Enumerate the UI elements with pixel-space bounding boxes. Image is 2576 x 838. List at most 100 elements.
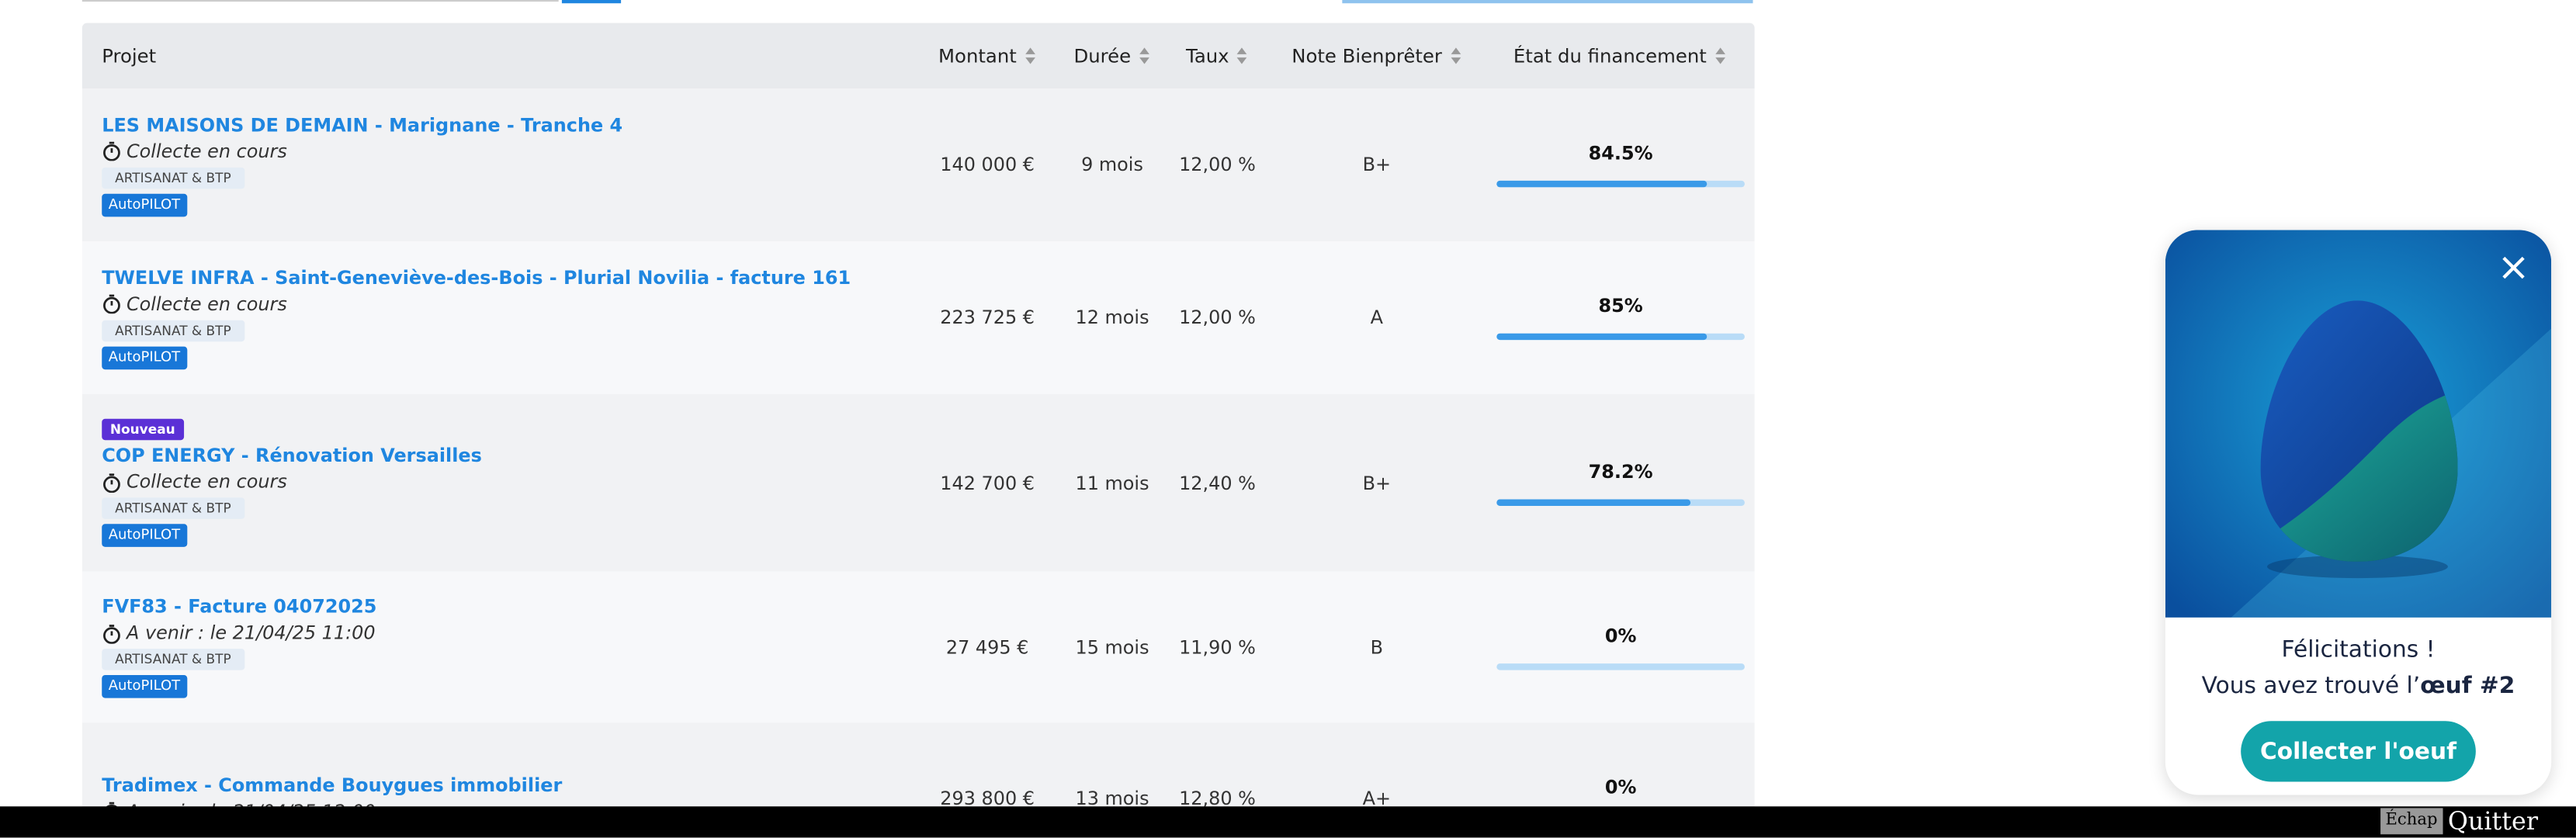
table-header: Projet Montant Durée Taux Note Bienprêter Éta… xyxy=(81,23,1755,89)
rate-cell: 12,00 % xyxy=(1179,306,1256,329)
column-label: Note Bienprêter xyxy=(1291,44,1442,68)
project-title[interactable]: COP ENERGY - Rénovation Versailles xyxy=(102,445,482,467)
project-status: Collecte en cours xyxy=(102,140,622,162)
rate-cell: 12,40 % xyxy=(1179,472,1256,494)
funding-label: 0% xyxy=(1604,776,1637,798)
project-cell: LES MAISONS DE DEMAIN - Marignane - Tran… xyxy=(102,88,622,241)
sort-icon xyxy=(1139,47,1149,64)
autopilot-badge: AutoPILOT xyxy=(102,674,187,698)
funding-label: 85% xyxy=(1598,296,1643,317)
funding-label: 78.2% xyxy=(1588,460,1653,483)
column-header[interactable]: Montant xyxy=(938,23,1036,89)
status-text: A venir : le 21/04/25 11:00 xyxy=(126,622,376,644)
clock-icon xyxy=(103,473,120,492)
escape-key[interactable]: Échap xyxy=(2380,808,2443,835)
filter-buttons-edge xyxy=(1342,0,1753,4)
progress-bar xyxy=(1496,180,1707,188)
autopilot-badge: AutoPILOT xyxy=(102,192,187,216)
autopilot-badge: AutoPILOT xyxy=(102,345,187,369)
funding-cell: 85% xyxy=(1496,241,1745,394)
footer-bar: Échap Quitter xyxy=(0,806,2576,838)
progress-track xyxy=(1496,498,1745,505)
column-header[interactable]: Taux xyxy=(1186,23,1249,89)
sector-tag: ARTISANAT & BTP xyxy=(102,319,244,341)
close-button[interactable] xyxy=(2502,256,2525,279)
rate-cell: 11,90 % xyxy=(1179,636,1256,658)
amount-cell: 27 495 € xyxy=(945,636,1029,658)
progress-bar xyxy=(1496,333,1708,341)
project-title[interactable]: Tradimex - Commande Bouygues immobilier xyxy=(102,774,563,796)
duration-cell: 11 mois xyxy=(1075,472,1149,494)
amount-cell: 140 000 € xyxy=(940,154,1035,176)
project-title[interactable]: FVF83 - Facture 04072025 xyxy=(102,596,377,618)
collect-button[interactable]: Collecter l'oeuf xyxy=(2241,721,2476,782)
project-status: Collecte en cours xyxy=(102,471,482,493)
sector-tag: ARTISANAT & BTP xyxy=(102,649,244,670)
sector-tag: ARTISANAT & BTP xyxy=(102,166,244,189)
egg-number: œuf #2 xyxy=(2420,673,2515,700)
grade-cell: B+ xyxy=(1362,154,1392,176)
message-text: Vous avez trouvé l’ xyxy=(2201,673,2421,700)
column-header: Projet xyxy=(102,23,156,89)
sort-icon xyxy=(1237,47,1247,64)
progress-track xyxy=(1496,663,1745,670)
grade-cell: A+ xyxy=(1362,787,1392,809)
project-cell: FVF83 - Facture 04072025 A venir : le 21/… xyxy=(102,572,376,723)
column-label: Taux xyxy=(1185,44,1229,68)
sector-tag: ARTISANAT & BTP xyxy=(102,497,244,519)
grade-cell: A xyxy=(1370,306,1383,329)
grade-cell: B+ xyxy=(1362,472,1392,494)
column-label: Durée xyxy=(1073,44,1132,68)
funding-cell: 84.5% xyxy=(1496,88,1745,241)
duration-cell: 13 mois xyxy=(1075,787,1149,809)
sort-icon xyxy=(1450,47,1461,64)
egg-illustration xyxy=(2165,230,2552,618)
sort-icon xyxy=(1714,47,1725,64)
column-label: État du financement xyxy=(1513,44,1707,68)
grade-cell: B xyxy=(1370,636,1384,658)
amount-cell: 223 725 € xyxy=(940,306,1035,329)
table-row: FVF83 - Facture 04072025 A venir : le 21/… xyxy=(81,571,1755,723)
rate-cell: 12,00 % xyxy=(1179,154,1256,176)
search-button-edge xyxy=(561,0,622,4)
table-row: TWELVE INFRA - Saint-Geneviève-des-Bois … xyxy=(81,241,1755,395)
progress-track xyxy=(1496,333,1745,341)
project-status: A venir : le 21/04/25 11:00 xyxy=(102,622,376,644)
column-label: Montant xyxy=(938,44,1017,68)
search-input-edge xyxy=(81,0,559,2)
progress-track xyxy=(1496,180,1745,188)
funding-cell: 78.2% xyxy=(1496,394,1745,572)
clock-icon xyxy=(103,624,120,643)
clock-icon xyxy=(103,141,120,161)
project-cell: Nouveau COP ENERGY - Rénovation Versaille… xyxy=(102,394,482,572)
amount-cell: 142 700 € xyxy=(940,472,1035,494)
project-title[interactable]: LES MAISONS DE DEMAIN - Marignane - Tran… xyxy=(102,114,623,136)
duration-cell: 12 mois xyxy=(1075,306,1149,329)
project-status: Collecte en cours xyxy=(102,293,851,315)
popup: Félicitations ! Vous avez trouvé l’œuf #… xyxy=(2165,230,2552,795)
funding-label: 84.5% xyxy=(1588,143,1653,164)
progress-bar xyxy=(1496,498,1691,505)
sort-icon xyxy=(1025,47,1035,64)
quit-label[interactable]: Quitter xyxy=(2447,806,2539,836)
duration-cell: 9 mois xyxy=(1081,154,1143,176)
column-header[interactable]: Note Bienprêter xyxy=(1291,23,1461,89)
new-badge: Nouveau xyxy=(102,418,184,441)
status-text: Collecte en cours xyxy=(126,471,287,493)
project-title[interactable]: TWELVE INFRA - Saint-Geneviève-des-Bois … xyxy=(102,266,851,289)
column-header[interactable]: Durée xyxy=(1073,23,1150,89)
rate-cell: 12,80 % xyxy=(1179,787,1256,809)
funding-cell: 0% xyxy=(1496,572,1745,723)
duration-cell: 15 mois xyxy=(1075,636,1149,658)
popup-title: Félicitations ! xyxy=(2281,637,2436,664)
column-label: Projet xyxy=(102,44,157,68)
autopilot-badge: AutoPILOT xyxy=(102,524,187,547)
column-header[interactable]: État du financement xyxy=(1513,23,1726,89)
status-text: Collecte en cours xyxy=(126,293,287,315)
clock-icon xyxy=(103,294,120,314)
project-cell: TWELVE INFRA - Saint-Geneviève-des-Bois … xyxy=(102,241,851,394)
status-text: Collecte en cours xyxy=(126,140,287,162)
